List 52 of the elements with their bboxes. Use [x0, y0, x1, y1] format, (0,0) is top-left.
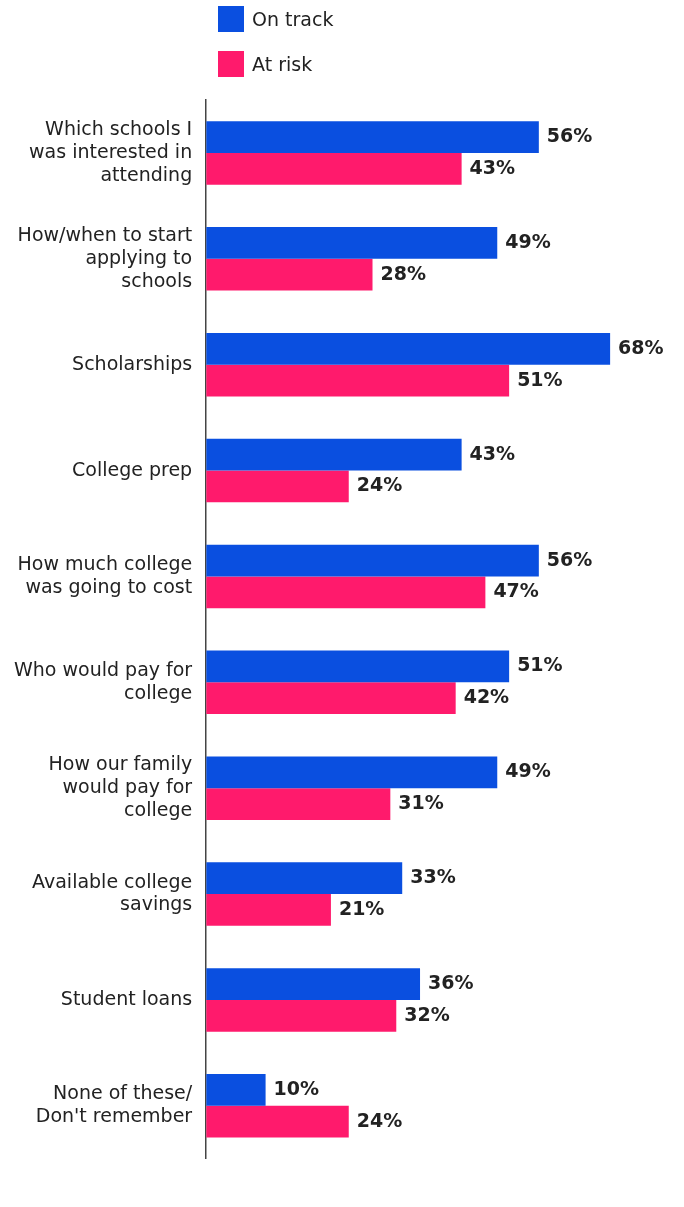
data-label: 43%: [469, 441, 516, 464]
data-label: 28%: [380, 261, 426, 284]
data-label: 24%: [356, 1108, 403, 1131]
y-tick-label: Which schools I was interested in attending: [29, 117, 193, 185]
bar: [206, 968, 421, 1000]
bar: [206, 470, 349, 503]
data-label: 33%: [410, 865, 456, 888]
bar: [206, 544, 539, 577]
y-tick-label: How our family would pay for college: [48, 752, 193, 820]
bar: [206, 152, 462, 185]
y-tick-label: How/when to start applying to schools: [17, 222, 193, 291]
data-label: 56%: [546, 124, 593, 146]
bar: [206, 862, 403, 895]
data-label: 32%: [404, 1002, 450, 1025]
bar: [206, 1074, 266, 1106]
bar: [206, 788, 391, 820]
bar: [206, 682, 456, 715]
data-label: 56%: [546, 547, 593, 570]
legend-label: At risk: [252, 53, 313, 75]
bar: [206, 364, 510, 397]
bar: [206, 756, 498, 789]
y-tick-label: None of these/ Don't remember: [35, 1081, 193, 1127]
y-tick-label: College prep: [72, 457, 193, 480]
data-label: 36%: [428, 971, 474, 994]
data-label: 51%: [517, 653, 563, 676]
bar: [206, 332, 611, 365]
y-tick-label: How much college was going to cost: [17, 552, 193, 597]
data-label: 68%: [618, 335, 664, 358]
data-label: 49%: [505, 229, 551, 252]
data-label: 47%: [493, 579, 539, 602]
data-label: 21%: [338, 896, 385, 919]
legend-label: On track: [252, 8, 334, 30]
y-tick-label: Student loans: [60, 986, 193, 1009]
bar: [206, 258, 373, 291]
data-label: 10%: [273, 1076, 320, 1099]
data-label: 51%: [517, 367, 563, 390]
data-label: 43%: [469, 155, 516, 178]
bar: [206, 1105, 349, 1138]
data-label: 42%: [463, 685, 510, 708]
y-tick-label: Available college savings: [32, 869, 193, 915]
bar: [206, 438, 462, 471]
y-tick-label: Scholarships: [72, 351, 193, 374]
bar: [206, 650, 510, 683]
bar: [206, 894, 331, 926]
y-tick-label: Who would pay for college: [13, 657, 193, 703]
bar: [206, 227, 498, 259]
data-label: 31%: [398, 791, 444, 814]
bar: [206, 121, 539, 153]
data-label: 24%: [356, 473, 403, 496]
bar: [206, 576, 486, 609]
bar: [206, 999, 397, 1032]
data-label: 49%: [505, 759, 551, 782]
